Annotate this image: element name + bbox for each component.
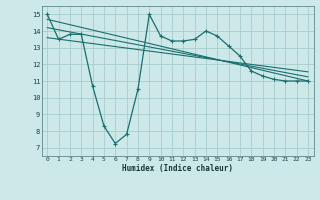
- X-axis label: Humidex (Indice chaleur): Humidex (Indice chaleur): [122, 164, 233, 173]
